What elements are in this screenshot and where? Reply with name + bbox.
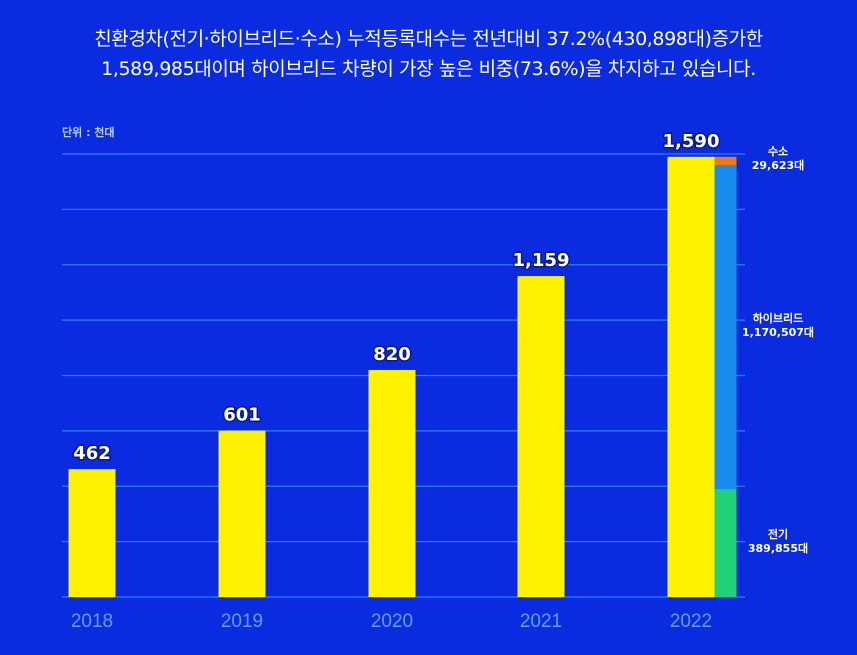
- data-label-2019: 601: [223, 405, 261, 426]
- breakdown-value-0: 389,855대: [748, 541, 808, 555]
- data-label-2022: 1,590: [663, 131, 720, 152]
- breakdown-name-1: 하이브리드: [753, 311, 804, 325]
- unit-label: 단위 : 천대: [62, 126, 115, 139]
- headline-line-2: 1,589,985대이며 하이브리드 차량이 가장 높은 비중(73.6%)을 …: [101, 58, 756, 80]
- breakdown-segment-2: [714, 156, 737, 165]
- headline: 친환경차(전기·하이브리드·수소) 누적등록대수는 전년대비 37.2%(430…: [0, 24, 857, 84]
- bar-2018: [68, 469, 116, 597]
- data-label-2020: 820: [373, 344, 411, 365]
- x-tick-2019: 2019: [221, 611, 263, 632]
- bar-2020: [368, 369, 416, 597]
- bar-2019: [218, 430, 266, 597]
- bar-2021: [517, 276, 565, 597]
- data-label-2018: 462: [73, 443, 111, 464]
- breakdown-segment-1: [714, 164, 737, 490]
- x-tick-2022: 2022: [670, 611, 712, 632]
- breakdown-name-0: 전기: [768, 527, 788, 541]
- x-tick-2021: 2021: [520, 611, 562, 632]
- breakdown-name-2: 수소: [768, 145, 788, 158]
- x-tick-2018: 2018: [71, 611, 113, 632]
- bar-2022: [667, 156, 715, 598]
- breakdown-value-2: 29,623대: [752, 158, 805, 172]
- breakdown-segment-0: [714, 489, 737, 597]
- x-tick-2020: 2020: [371, 611, 413, 632]
- breakdown-value-1: 1,170,507대: [742, 325, 814, 339]
- data-label-2021: 1,159: [513, 250, 570, 271]
- headline-line-1: 친환경차(전기·하이브리드·수소) 누적등록대수는 전년대비 37.2%(430…: [94, 28, 763, 50]
